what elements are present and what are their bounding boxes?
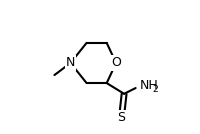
Text: NH: NH — [140, 79, 159, 92]
Text: N: N — [66, 56, 75, 70]
Text: S: S — [117, 111, 125, 124]
Text: O: O — [111, 56, 121, 70]
Text: 2: 2 — [153, 85, 159, 94]
